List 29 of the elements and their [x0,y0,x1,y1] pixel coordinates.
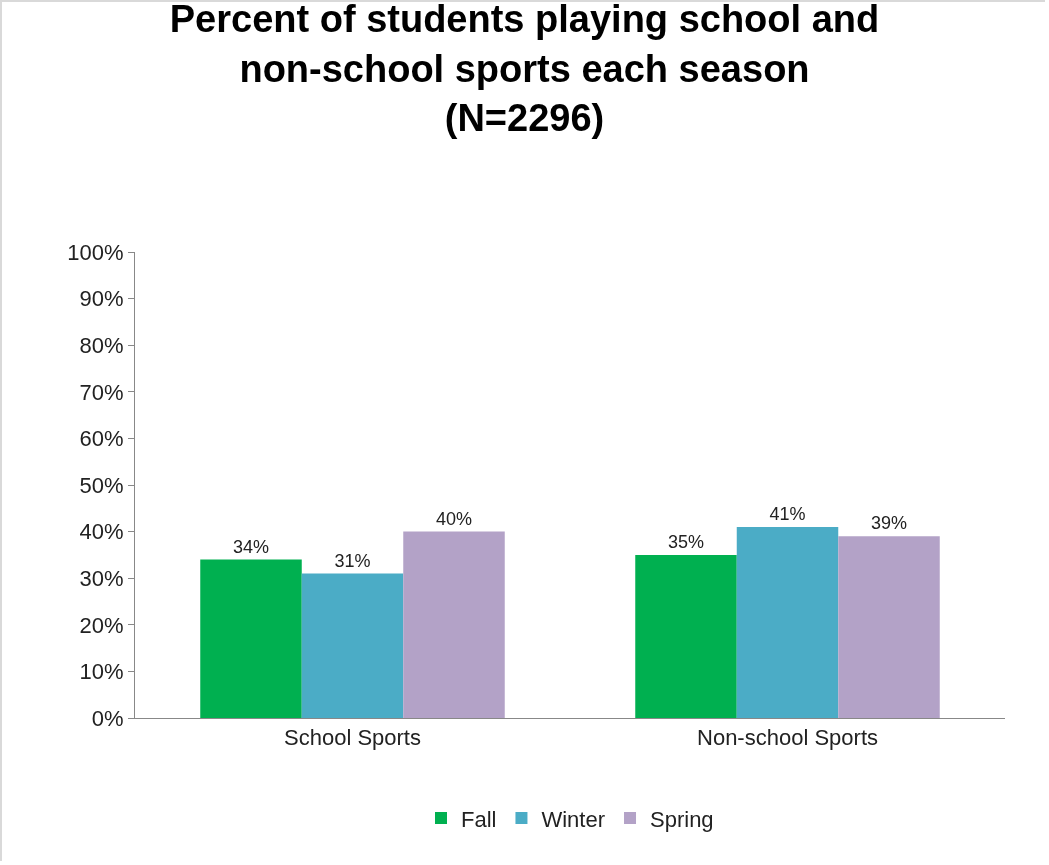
bar [200,559,302,718]
y-tick-label: 0% [91,705,124,731]
bar [301,573,404,718]
data-label: 35% [667,531,705,552]
legend-label: Winter [541,806,606,832]
legend-label: Spring [650,806,714,832]
y-tick-label: 50% [79,472,124,498]
y-tick-label: 10% [79,659,124,685]
y-tick-label: 20% [79,612,124,638]
x-tick-label: Non-school Sports [697,725,878,751]
data-label: 31% [334,550,371,571]
y-tick-label: 60% [79,426,124,452]
bar [403,531,505,718]
bar [635,554,737,718]
y-tick-label: 80% [79,332,124,358]
y-tick-label: 70% [79,379,124,405]
chart-title: Percent of students playing school and non-school sports each season (N=2296) [169,0,880,139]
bar [736,526,839,718]
bar [838,536,940,718]
y-tick-label: 30% [79,565,124,591]
data-label: 41% [769,503,806,524]
y-tick-label: 90% [79,286,124,312]
data-label: 40% [435,508,473,529]
y-tick-label: 100% [67,239,124,265]
data-label: 39% [870,513,908,534]
x-tick-label: School Sports [284,725,421,751]
y-tick-label: 40% [79,519,124,545]
data-label: 34% [232,536,270,557]
legend-label: Fall [461,806,497,832]
